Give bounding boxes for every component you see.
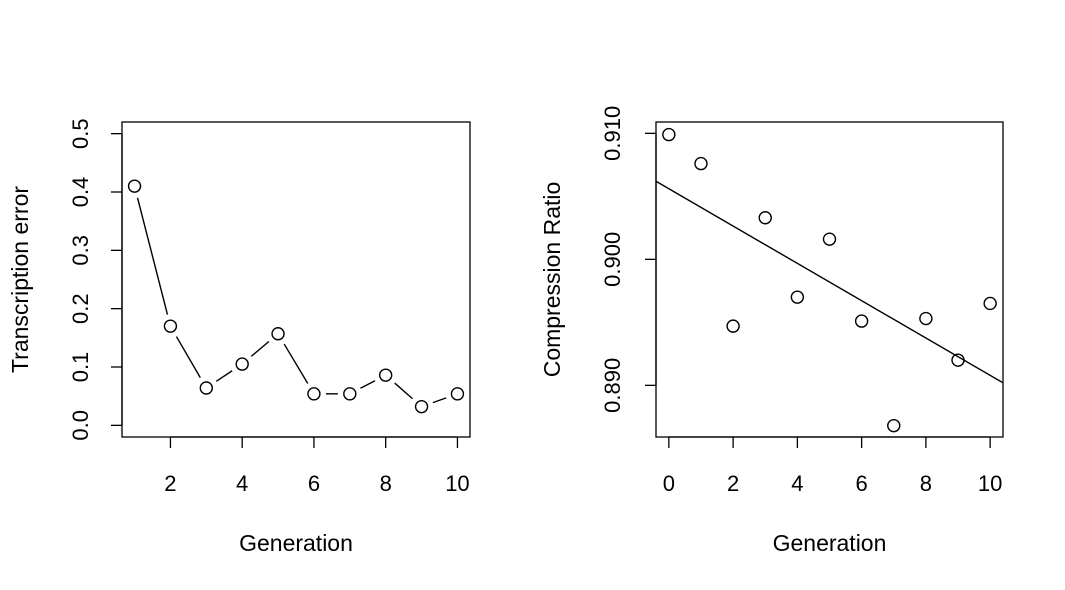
series-segment [250,340,270,357]
data-point [758,211,772,225]
x-tick-label: 8 [920,471,932,496]
series-segment [283,343,309,384]
data-point [887,418,901,433]
plot-frame [121,121,471,438]
data-point [694,156,708,171]
y-tick-label: 0.4 [68,177,93,208]
x-tick-label: 10 [445,471,469,496]
x-tick-label: 6 [308,471,320,496]
y-tick-label: 0.1 [68,352,93,383]
y-axis-label: Transcription error [7,186,33,373]
y-tick-label: 0.910 [600,106,625,161]
x-tick-label: 4 [236,471,248,496]
series-segment [215,370,233,382]
data-point [271,327,285,341]
series-segment [394,382,414,400]
data-point [343,387,357,401]
data-point [822,232,837,246]
data-point [951,353,965,367]
regression-line [655,180,1004,384]
y-axis-label: Compression Ratio [539,182,565,378]
data-point [127,179,142,193]
y-tick-label: 0.2 [68,293,93,324]
data-point [790,290,805,304]
y-tick-label: 0.5 [68,118,93,149]
compression-ratio-plot: 0 2 4 6 8 10 0.890 0.900 0.910 Generation Compress… [539,106,1004,556]
y-tick-label: 0.890 [600,358,625,413]
data-point [235,357,249,371]
x-tick-label: 10 [978,471,1002,496]
y-tick-label: 0.3 [68,235,93,266]
data-point [378,368,393,382]
plot-frame [655,121,1004,438]
x-tick-label: 4 [791,471,803,496]
x-tick-label: 2 [164,471,176,496]
data-point [726,319,740,333]
x-tick-label: 0 [663,471,675,496]
x-axis-label: Generation [773,530,887,556]
series-segment [175,336,201,378]
data-point [854,314,869,328]
data-point [414,399,429,414]
data-point [163,319,178,333]
x-tick-label: 6 [856,471,868,496]
y-tick-label: 0.900 [600,232,625,287]
y-tick-label: 0.0 [68,410,93,441]
series-segment [136,197,169,315]
x-tick-label: 2 [727,471,739,496]
x-axis-label: Generation [239,530,353,556]
data-point [450,387,465,401]
series-segment [360,380,376,389]
data-point [983,296,997,311]
x-tick-label: 8 [380,471,392,496]
data-point [307,387,321,401]
transcription-error-plot: 2 4 6 8 10 0.0 0.1 0.2 0.3 0.4 0.5 Generation Transc… [7,118,471,556]
series-segment [432,397,447,404]
data-point [199,381,214,395]
data-point [662,127,676,142]
data-point [919,311,933,326]
